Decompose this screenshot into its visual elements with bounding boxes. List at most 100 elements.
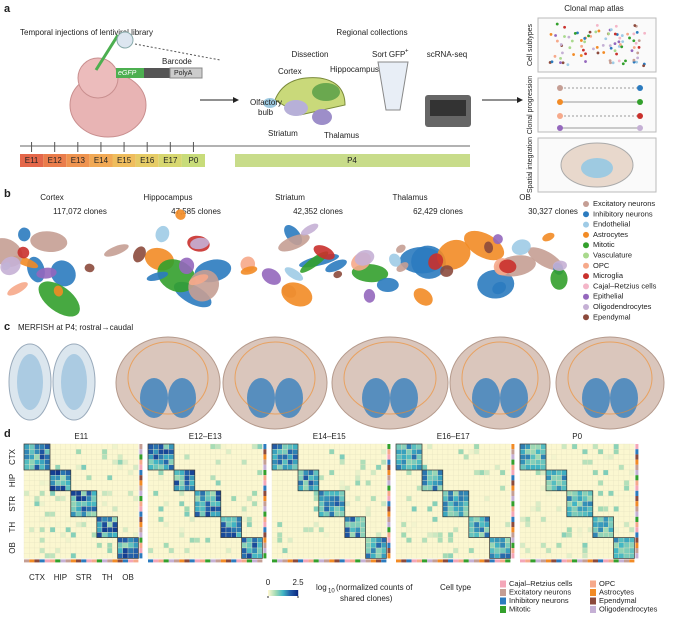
heat-cell	[530, 501, 536, 507]
heat-cell	[603, 469, 609, 476]
heat-cell	[199, 537, 206, 543]
heat-cell	[608, 511, 614, 517]
heat-cell	[210, 527, 216, 533]
celltype-strip	[511, 548, 515, 554]
heat-cell	[179, 454, 185, 460]
heat-cell	[411, 475, 417, 481]
heat-cell	[23, 501, 30, 507]
heat-cell	[323, 542, 330, 549]
heat-cell	[49, 542, 56, 549]
heat-cell	[313, 475, 319, 481]
celltype-strip	[65, 559, 71, 563]
heat-cell	[44, 511, 51, 517]
colorbar-step	[271, 590, 273, 596]
heat-cell	[251, 537, 258, 543]
heat-cell	[257, 521, 263, 528]
heat-cell	[608, 537, 614, 543]
heat-cell	[416, 469, 423, 476]
heat-cell	[117, 485, 123, 491]
heat-cell	[44, 537, 51, 543]
umap-cluster	[240, 266, 258, 275]
colorbar-step	[282, 590, 284, 596]
heat-cell	[629, 469, 635, 476]
heat-cell	[34, 449, 40, 455]
heat-cell	[545, 459, 552, 465]
heat-cell	[540, 495, 547, 502]
heat-cell	[453, 537, 459, 543]
heat-cell	[236, 501, 242, 507]
heat-cell	[375, 537, 382, 543]
heat-cell	[525, 459, 531, 465]
heat-cell	[597, 506, 604, 512]
heat-cell	[545, 480, 552, 486]
heat-cell	[437, 443, 443, 450]
heat-cell	[318, 495, 325, 502]
sort: Sort GFP	[372, 50, 405, 59]
umap-cluster	[155, 225, 170, 243]
block-outline	[344, 516, 366, 538]
heat-cell	[613, 469, 619, 476]
heat-cell	[147, 495, 154, 502]
heat-cell	[75, 521, 82, 528]
heat-cell	[468, 480, 475, 486]
heat-cell	[530, 532, 536, 538]
heat-cell	[318, 480, 325, 486]
celltype-strip	[463, 559, 469, 563]
colorbar-step	[284, 590, 286, 596]
heat-cell	[421, 547, 428, 554]
heat-cell	[241, 516, 247, 523]
heat-cell	[381, 459, 387, 465]
col-label: TH	[102, 573, 113, 582]
heat-cell	[623, 532, 630, 538]
heat-cell	[55, 521, 61, 528]
heat-cell	[618, 475, 625, 481]
heat-cell	[479, 459, 485, 465]
heat-cell	[458, 480, 464, 486]
heat-cell	[173, 495, 180, 502]
heat-cell	[91, 553, 97, 559]
heat-cell	[163, 542, 169, 549]
heat-cell	[545, 537, 552, 543]
heat-cell	[427, 542, 433, 549]
heat-cell	[479, 527, 485, 533]
atlas-dot	[636, 51, 640, 55]
heat-cell	[199, 490, 206, 497]
heat-cell	[205, 527, 211, 533]
heat-cell	[199, 506, 206, 512]
heat-cell	[494, 542, 501, 549]
heat-cell	[411, 506, 417, 512]
heat-cell	[339, 521, 345, 528]
col-label: STR	[76, 573, 92, 582]
heat-cell	[499, 511, 506, 517]
atlas-dot	[620, 34, 624, 37]
block-outline	[442, 490, 470, 518]
heat-cell	[453, 542, 459, 549]
heat-cell	[231, 454, 237, 460]
block-outline	[519, 443, 547, 471]
heat-cell	[271, 495, 278, 502]
heat-cell	[329, 527, 335, 533]
heat-cell	[519, 542, 526, 549]
heat-cell	[421, 449, 428, 455]
heat-cell	[236, 485, 242, 491]
atlas-dot	[561, 61, 565, 65]
heat-cell	[427, 521, 433, 528]
heat-cell	[494, 449, 501, 455]
atlas-dot	[617, 40, 621, 44]
heat-cell	[499, 459, 506, 465]
heat-cell	[55, 527, 61, 533]
heat-cell	[582, 527, 588, 533]
celltype-strip	[168, 559, 174, 563]
heat-cell	[334, 459, 340, 465]
heat-cell	[401, 454, 407, 460]
heat-cell	[535, 464, 541, 471]
heat-cell	[411, 542, 417, 549]
heat-cell	[127, 480, 134, 486]
heat-cell	[308, 521, 314, 528]
heat-cell	[582, 459, 588, 465]
block-outline	[70, 490, 98, 518]
heat-cell	[189, 553, 195, 559]
heat-cell	[484, 443, 490, 450]
heat-cell	[127, 495, 134, 502]
heat-cell	[122, 542, 129, 549]
